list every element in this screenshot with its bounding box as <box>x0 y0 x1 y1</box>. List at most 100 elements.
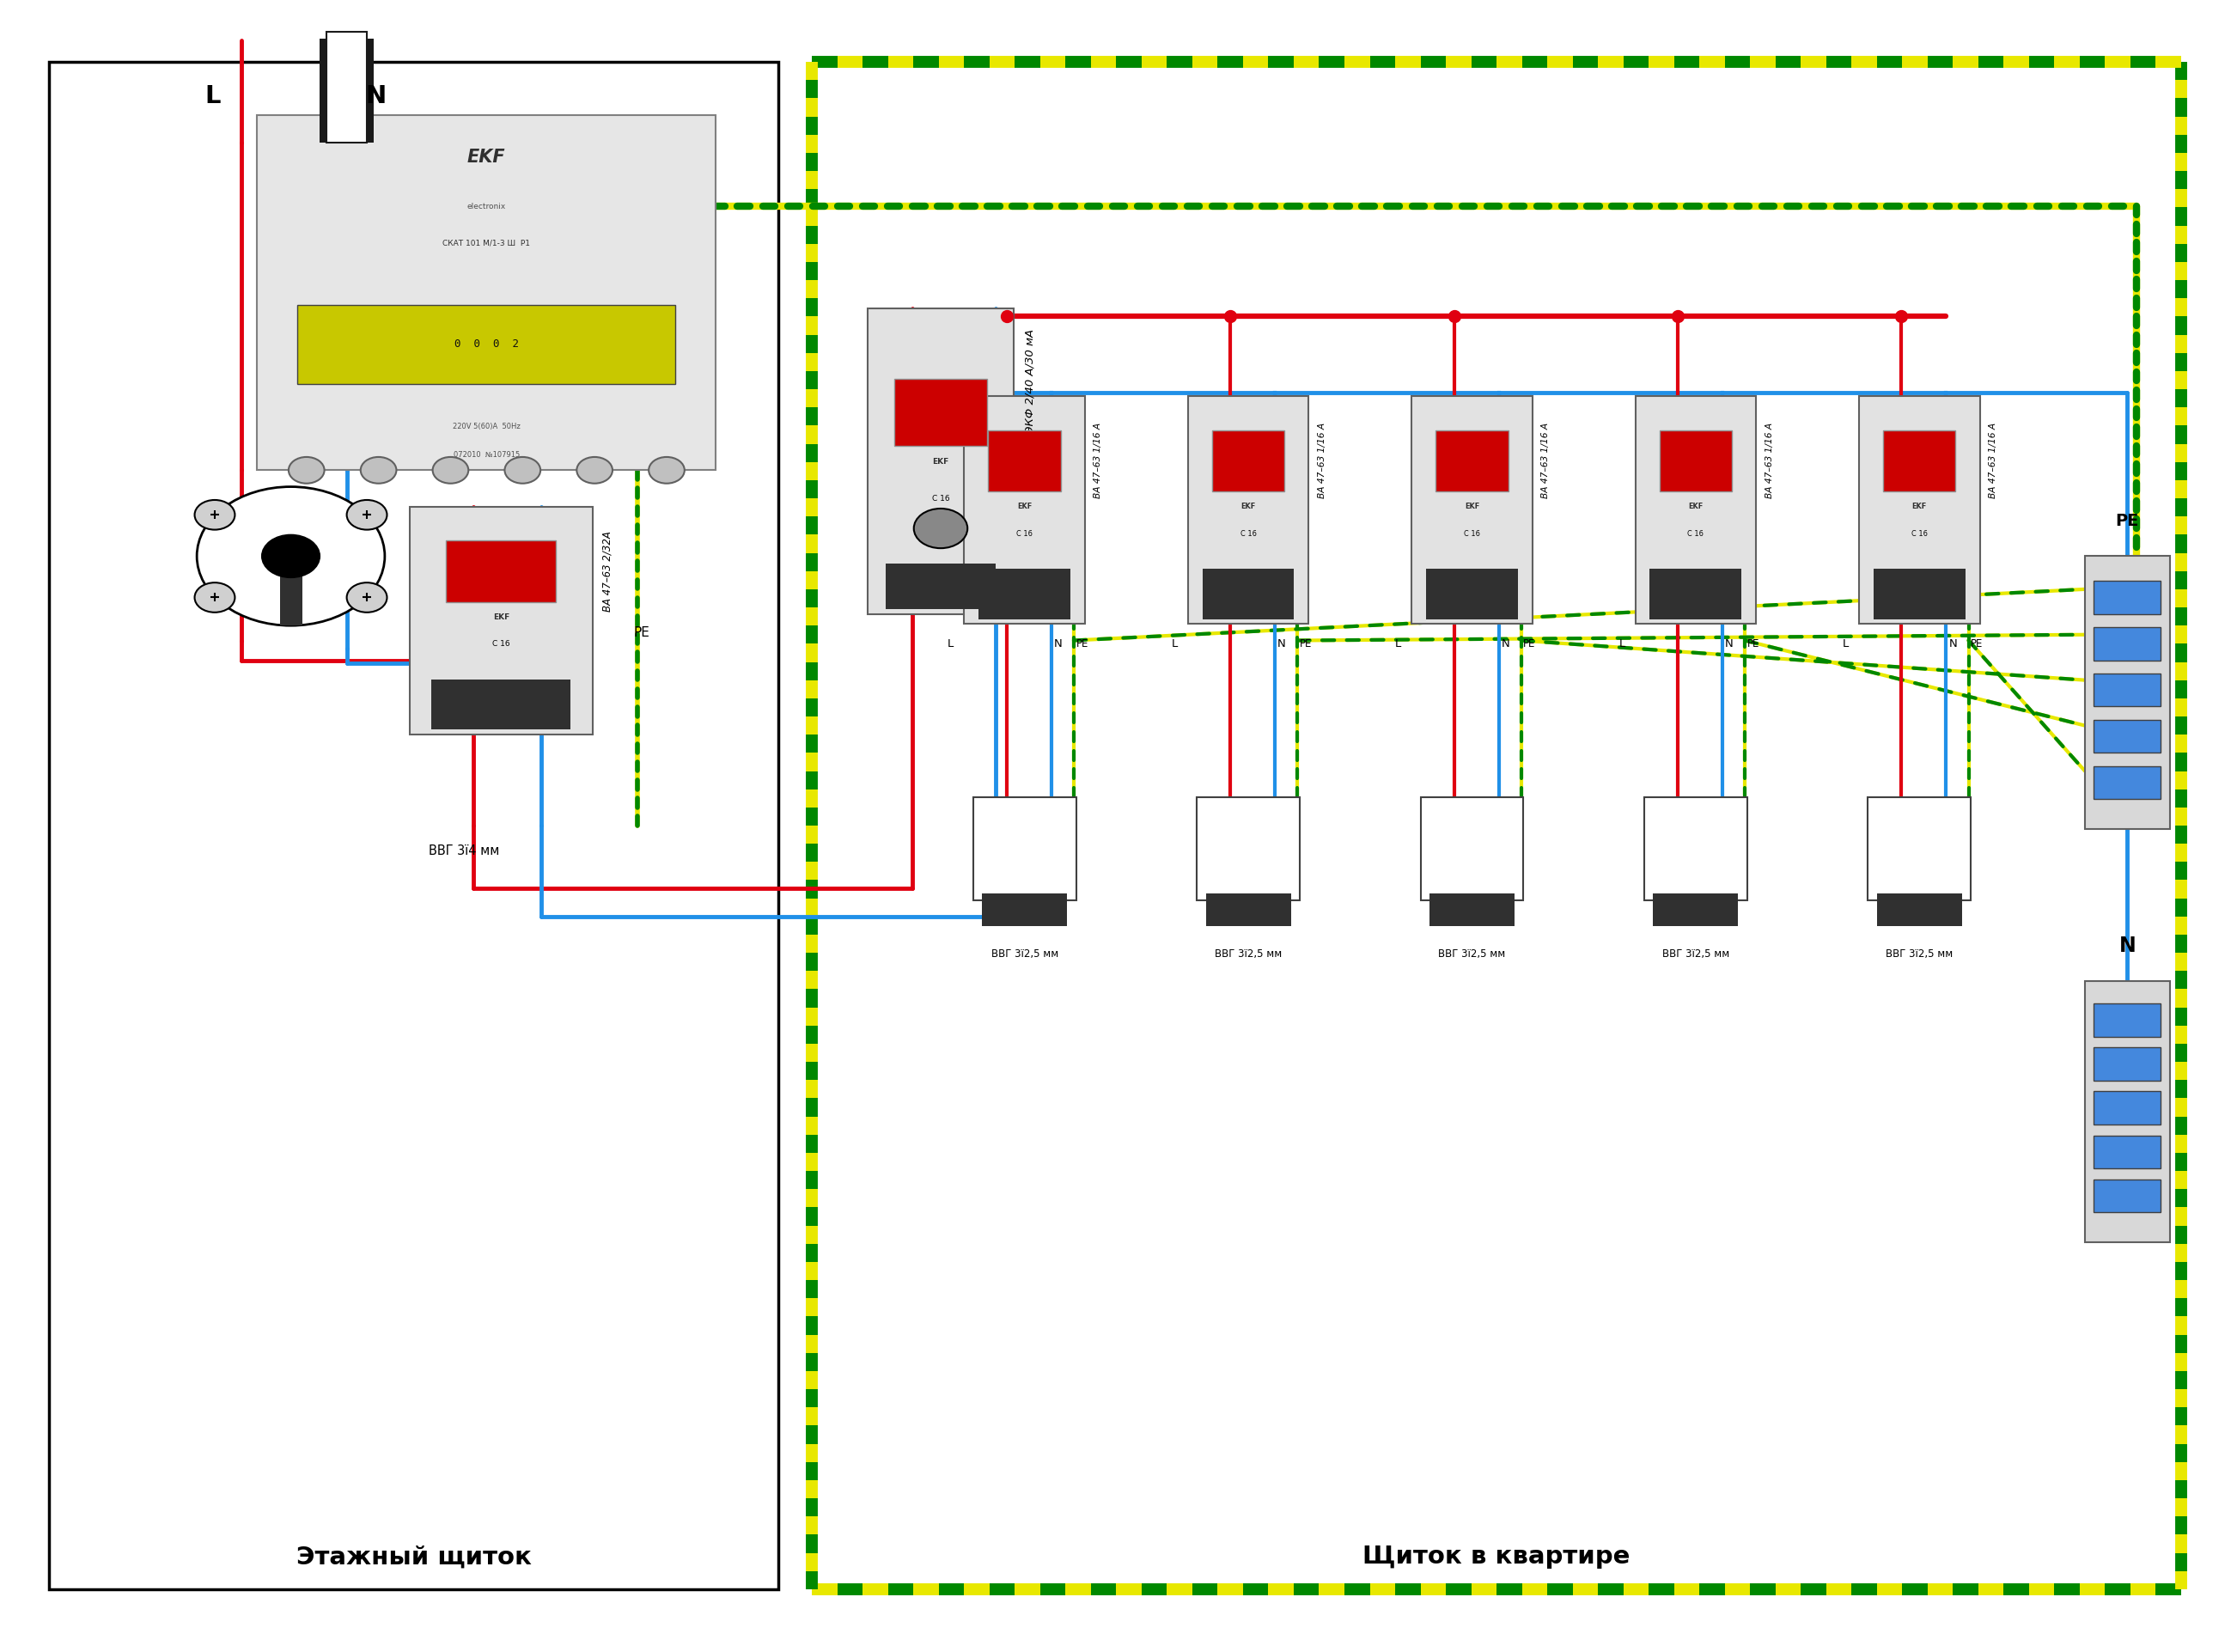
Bar <box>49 63 778 1589</box>
Text: 220V 5(60)A  50Hz: 220V 5(60)A 50Hz <box>452 423 521 430</box>
Bar <box>2094 1135 2161 1168</box>
Bar <box>2094 1047 2161 1080</box>
Text: PE: PE <box>1971 638 1984 649</box>
Circle shape <box>360 458 396 484</box>
Text: ВА 47–63 1/16 А: ВА 47–63 1/16 А <box>1318 423 1327 499</box>
Circle shape <box>432 458 468 484</box>
Bar <box>2094 720 2161 753</box>
Bar <box>868 309 1013 615</box>
Circle shape <box>262 535 320 578</box>
Text: EKF: EKF <box>1018 502 1031 510</box>
Text: C 16: C 16 <box>1687 529 1705 537</box>
Bar <box>1212 431 1284 492</box>
Bar <box>1649 570 1743 620</box>
Bar <box>2085 981 2170 1242</box>
Text: N: N <box>1501 638 1510 649</box>
Text: EKF: EKF <box>492 613 510 621</box>
Text: ВВГ 3ї2,5 мм: ВВГ 3ї2,5 мм <box>1662 948 1729 958</box>
Circle shape <box>289 458 324 484</box>
Text: ВВГ 3ї2,5 мм: ВВГ 3ї2,5 мм <box>1886 948 1953 958</box>
Circle shape <box>347 583 387 613</box>
Bar <box>1884 431 1955 492</box>
Bar <box>1872 570 1966 620</box>
Bar <box>1206 894 1291 927</box>
Bar <box>2094 628 2161 661</box>
Text: EKF: EKF <box>1913 502 1926 510</box>
Bar <box>432 681 570 730</box>
Bar <box>257 116 716 471</box>
Text: N: N <box>365 84 387 107</box>
Circle shape <box>913 509 966 548</box>
Text: ВА 47–63 1/16 А: ВА 47–63 1/16 А <box>1094 423 1103 499</box>
Text: PE: PE <box>633 626 651 639</box>
Bar <box>1201 570 1295 620</box>
Bar <box>2085 557 2170 829</box>
Circle shape <box>577 458 613 484</box>
Text: УЗО ЭКФ 2/40 А/30 мА: УЗО ЭКФ 2/40 А/30 мА <box>1025 329 1036 461</box>
Text: PE: PE <box>1747 638 1761 649</box>
Text: Щиток в квартире: Щиток в квартире <box>1362 1545 1631 1568</box>
Text: PE: PE <box>1300 638 1313 649</box>
Bar <box>2094 1004 2161 1037</box>
Bar <box>2094 1180 2161 1213</box>
Bar <box>298 306 676 385</box>
Circle shape <box>195 583 235 613</box>
Text: C 16: C 16 <box>1016 529 1033 537</box>
Bar <box>1644 798 1747 900</box>
Text: C 16: C 16 <box>933 494 948 502</box>
Text: ВА 47–63 2/32А: ВА 47–63 2/32А <box>602 530 613 611</box>
Text: L: L <box>204 84 221 107</box>
Bar <box>409 507 593 735</box>
Bar <box>1429 894 1514 927</box>
Bar <box>989 431 1060 492</box>
Text: EKF: EKF <box>1242 502 1255 510</box>
Text: ВА 47–63 1/16 А: ВА 47–63 1/16 А <box>1989 423 1998 499</box>
Bar <box>1635 396 1756 624</box>
Text: ВА 47–63 1/16 А: ВА 47–63 1/16 А <box>1541 423 1550 499</box>
Circle shape <box>195 501 235 530</box>
Text: EKF: EKF <box>933 458 948 466</box>
Bar <box>2094 582 2161 615</box>
Text: electronix: electronix <box>468 203 506 210</box>
Text: PE: PE <box>1523 638 1537 649</box>
Text: EKF: EKF <box>1689 502 1702 510</box>
Text: N: N <box>1948 638 1957 649</box>
Bar <box>1436 431 1508 492</box>
Bar <box>1197 798 1300 900</box>
Circle shape <box>506 458 541 484</box>
Bar <box>973 798 1076 900</box>
Bar <box>2094 674 2161 707</box>
Text: C 16: C 16 <box>492 639 510 648</box>
Text: L: L <box>1172 638 1177 649</box>
Text: C 16: C 16 <box>1910 529 1928 537</box>
Text: Этажный щиток: Этажный щиток <box>295 1545 532 1568</box>
Bar <box>982 894 1067 927</box>
Text: ВА 47–63 1/16 А: ВА 47–63 1/16 А <box>1765 423 1774 499</box>
Text: ВВГ 3ї2,5 мм: ВВГ 3ї2,5 мм <box>1438 948 1506 958</box>
Bar <box>1188 396 1309 624</box>
Text: C 16: C 16 <box>1463 529 1481 537</box>
Bar <box>1412 396 1532 624</box>
Text: C 16: C 16 <box>1239 529 1257 537</box>
Text: N: N <box>2118 935 2136 955</box>
Bar <box>1877 894 1962 927</box>
Text: ВВГ 3ї2,5 мм: ВВГ 3ї2,5 мм <box>1215 948 1282 958</box>
Text: СКАТ 101 М/1-3 Ш  Р1: СКАТ 101 М/1-3 Ш Р1 <box>443 240 530 246</box>
Text: ВВГ 3ї2,5 мм: ВВГ 3ї2,5 мм <box>991 948 1058 958</box>
Bar <box>280 540 302 626</box>
Circle shape <box>649 458 685 484</box>
Bar <box>978 570 1072 620</box>
Text: N: N <box>1277 638 1286 649</box>
Bar <box>2094 1092 2161 1125</box>
Bar <box>1859 396 1980 624</box>
Text: EKF: EKF <box>1465 502 1479 510</box>
Circle shape <box>197 487 385 626</box>
Text: PE: PE <box>1076 638 1089 649</box>
Bar <box>1868 798 1971 900</box>
Bar <box>445 542 557 603</box>
Text: EKF: EKF <box>468 149 506 165</box>
Text: N: N <box>1725 638 1734 649</box>
Bar <box>1660 431 1731 492</box>
Bar <box>320 40 374 144</box>
Text: 0  0  0  2: 0 0 0 2 <box>454 339 519 349</box>
